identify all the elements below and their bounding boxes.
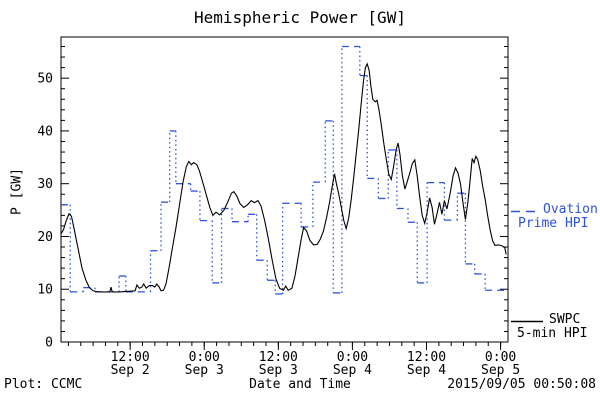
y-tick-label: 40 <box>37 124 53 139</box>
x-tick-time-label: 12:00 <box>111 350 150 365</box>
legend-ovation-line2: Prime HPI <box>518 216 589 231</box>
x-axis-title: Date and Time <box>249 377 351 392</box>
x-tick-date-label: Sep 2 <box>111 363 150 378</box>
swpc-hpi-line <box>60 62 507 293</box>
y-axis-title: P [GW] <box>9 168 25 215</box>
legend-swpc: SWPC 5-min HPI <box>511 313 587 341</box>
plot-credit: Plot: CCMC <box>4 377 83 392</box>
x-tick-date-label: Sep 5 <box>481 363 520 378</box>
swpc-legend-line <box>511 320 543 323</box>
timestamp: 2015/09/05 00:50:08 <box>447 377 596 392</box>
legend-swpc-line2: 5-min HPI <box>517 326 588 341</box>
legend-ovation: Ovation Prime HPI <box>511 203 598 231</box>
x-tick-date-label: Sep 4 <box>407 363 446 378</box>
y-tick-label: 0 <box>45 336 53 351</box>
x-tick-date-label: Sep 4 <box>333 363 372 378</box>
x-tick-time-label: 0:00 <box>485 350 516 365</box>
x-tick-date-label: Sep 3 <box>259 363 298 378</box>
y-tick-label: 10 <box>37 283 53 298</box>
y-tick-label: 20 <box>37 230 53 245</box>
legend-ovation-line1: Ovation <box>543 202 598 217</box>
x-tick-time-label: 12:00 <box>259 350 298 365</box>
chart-title: Hemispheric Power [GW] <box>194 8 406 27</box>
plot-frame <box>60 36 509 343</box>
y-tick-label: 30 <box>37 177 53 192</box>
x-tick-time-label: 0:00 <box>337 350 368 365</box>
x-tick-time-label: 0:00 <box>189 350 220 365</box>
x-tick-date-label: Sep 3 <box>185 363 224 378</box>
x-tick-time-label: 12:00 <box>407 350 446 365</box>
legend-swpc-line1: SWPC <box>549 312 581 327</box>
ovation-legend-line <box>511 210 541 213</box>
y-tick-label: 50 <box>37 72 53 87</box>
